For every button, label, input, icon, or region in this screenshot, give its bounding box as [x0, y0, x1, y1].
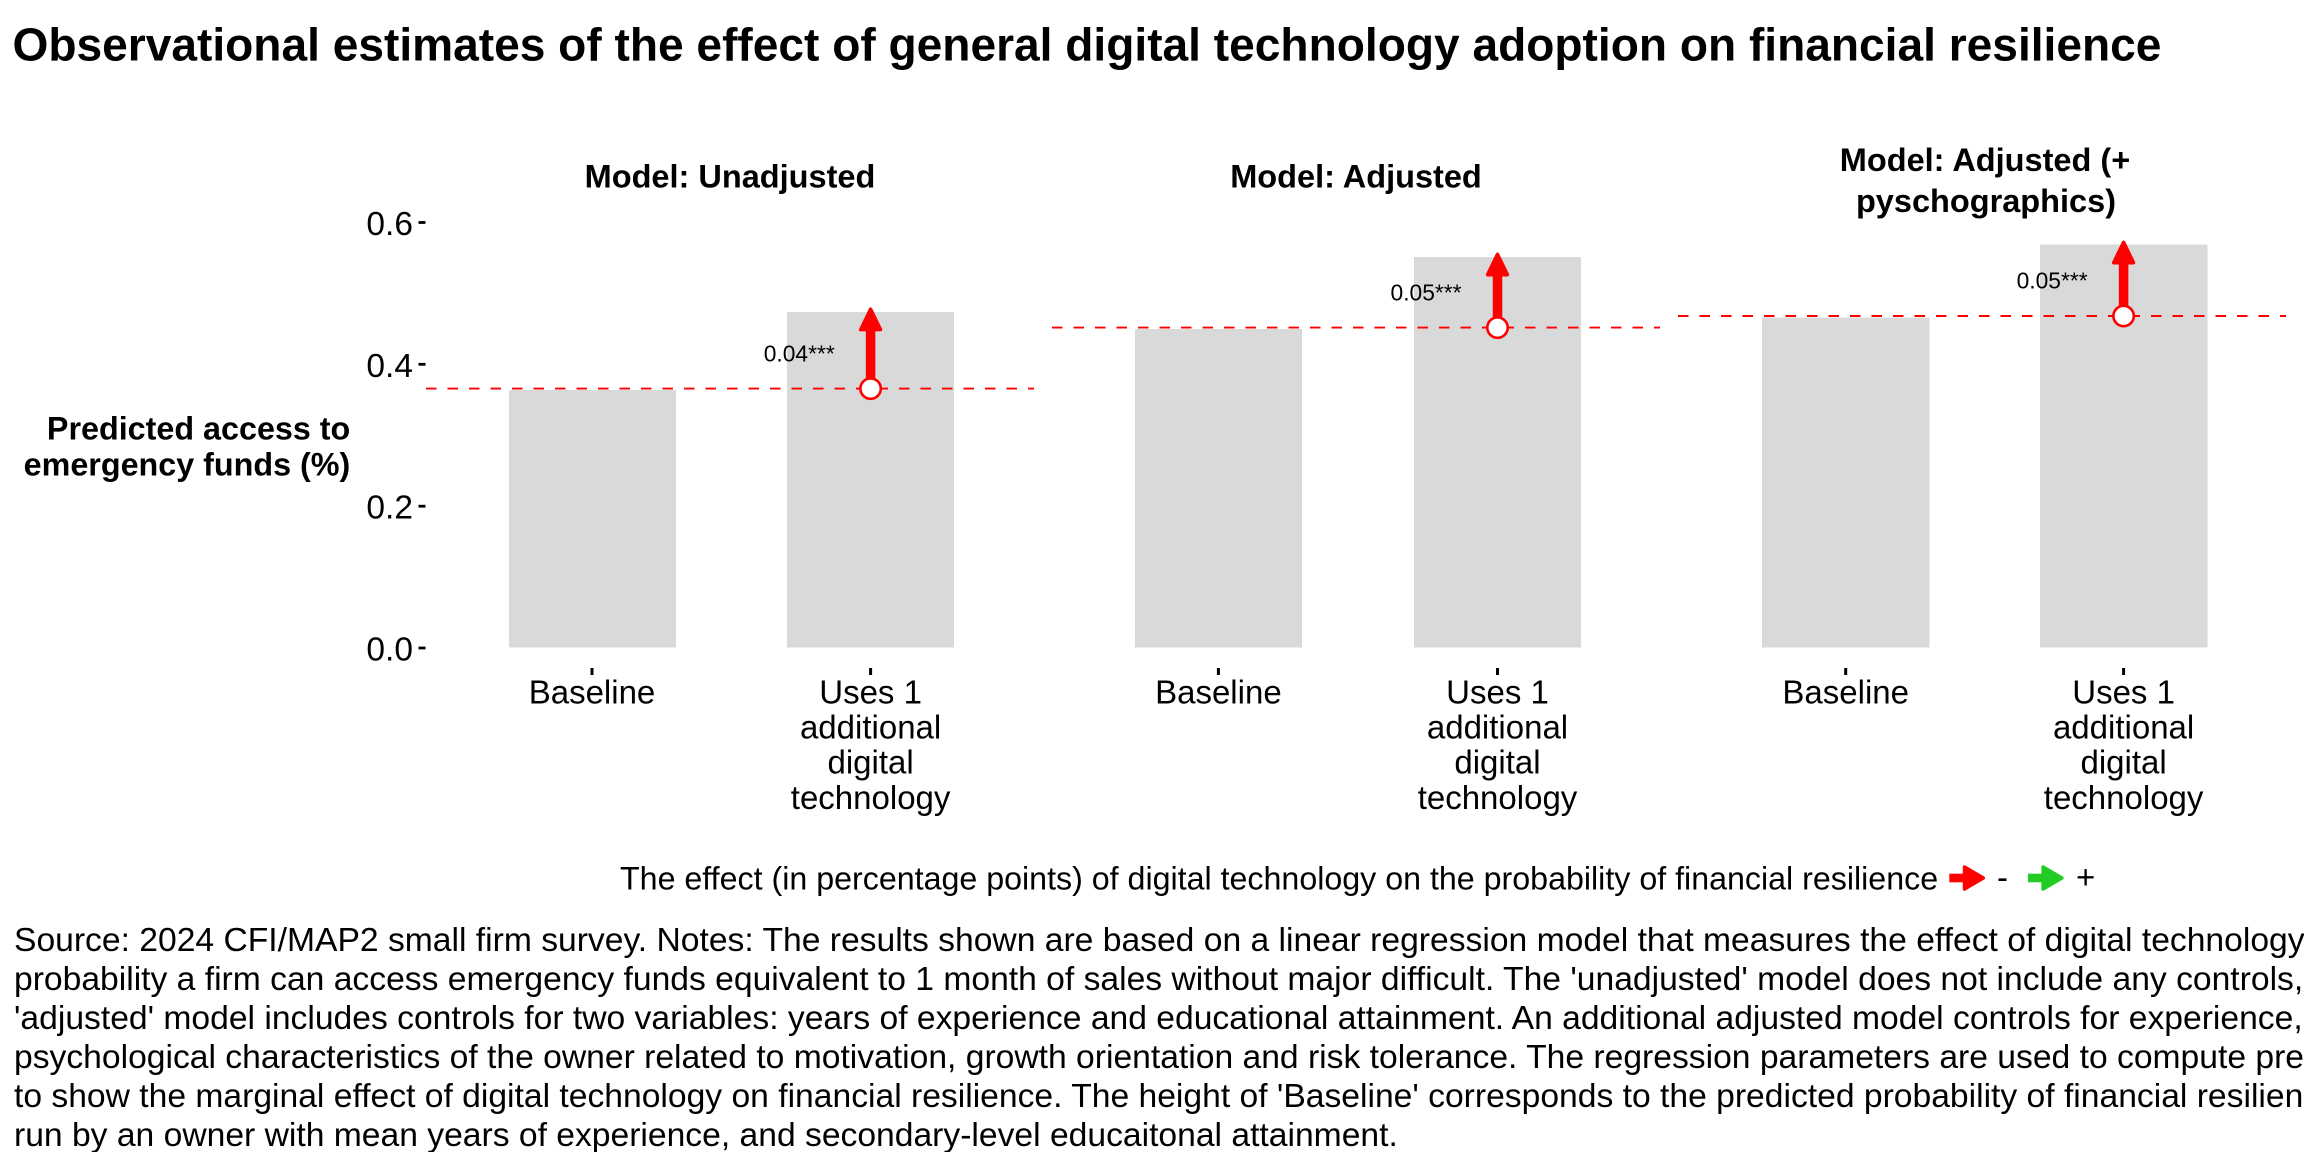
svg-text:technology: technology: [791, 779, 951, 816]
svg-text:digital: digital: [827, 744, 913, 781]
svg-text:pyschographics): pyschographics): [1856, 183, 2116, 219]
svg-text:probability a firm can access: probability a firm can access emergency …: [14, 961, 2304, 998]
svg-text:'adjusted' model includes cont: 'adjusted' model includes controls for t…: [14, 1000, 2304, 1037]
svg-text:digital: digital: [2080, 744, 2166, 781]
svg-text:0.4: 0.4: [366, 348, 413, 385]
svg-text:Predicted access to: Predicted access to: [47, 411, 350, 447]
svg-text:Uses 1: Uses 1: [819, 674, 922, 711]
svg-text:+: +: [2076, 858, 2095, 895]
svg-text:to show the marginal effect of: to show the marginal effect of digital t…: [14, 1078, 2304, 1115]
svg-text:technology: technology: [1418, 779, 1578, 816]
svg-text:Model: Unadjusted: Model: Unadjusted: [585, 158, 876, 194]
svg-text:Observational estimates of the: Observational estimates of the effect of…: [13, 19, 2162, 71]
svg-text:Baseline: Baseline: [529, 674, 656, 711]
svg-text:Model: Adjusted (+: Model: Adjusted (+: [1840, 142, 2130, 178]
svg-text:Model: Adjusted: Model: Adjusted: [1230, 158, 1482, 194]
svg-text:0.04***: 0.04***: [764, 340, 835, 366]
svg-text:technology: technology: [2044, 779, 2204, 816]
svg-text:The effect (in percentage poin: The effect (in percentage points) of dig…: [620, 861, 1938, 897]
svg-text:0.05***: 0.05***: [1391, 279, 1462, 305]
svg-text:0.0: 0.0: [366, 632, 413, 669]
svg-text:Uses 1: Uses 1: [1446, 674, 1549, 711]
svg-text:Baseline: Baseline: [1155, 674, 1282, 711]
svg-text:digital: digital: [1454, 744, 1540, 781]
svg-text:additional: additional: [2053, 709, 2194, 746]
svg-text:run by an owner with mean year: run by an owner with mean years of exper…: [14, 1117, 1398, 1152]
svg-text:emergency funds (%): emergency funds (%): [24, 446, 351, 482]
svg-text:psychological characteristics: psychological characteristics of the own…: [14, 1039, 2304, 1076]
svg-text:-: -: [1997, 858, 2008, 895]
svg-text:0.2: 0.2: [366, 490, 413, 527]
svg-text:0.6: 0.6: [366, 206, 413, 243]
svg-text:Source: 2024 CFI/MAP2 small fi: Source: 2024 CFI/MAP2 small firm survey.…: [14, 922, 2304, 959]
svg-text:additional: additional: [1427, 709, 1568, 746]
svg-text:Baseline: Baseline: [1782, 674, 1909, 711]
svg-text:additional: additional: [800, 709, 941, 746]
svg-text:Uses 1: Uses 1: [2072, 674, 2175, 711]
svg-text:0.05***: 0.05***: [2017, 268, 2088, 294]
